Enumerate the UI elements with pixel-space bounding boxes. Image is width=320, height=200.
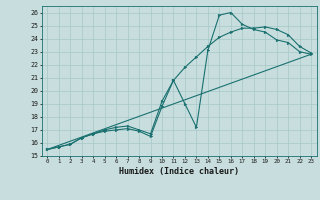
X-axis label: Humidex (Indice chaleur): Humidex (Indice chaleur) (119, 167, 239, 176)
